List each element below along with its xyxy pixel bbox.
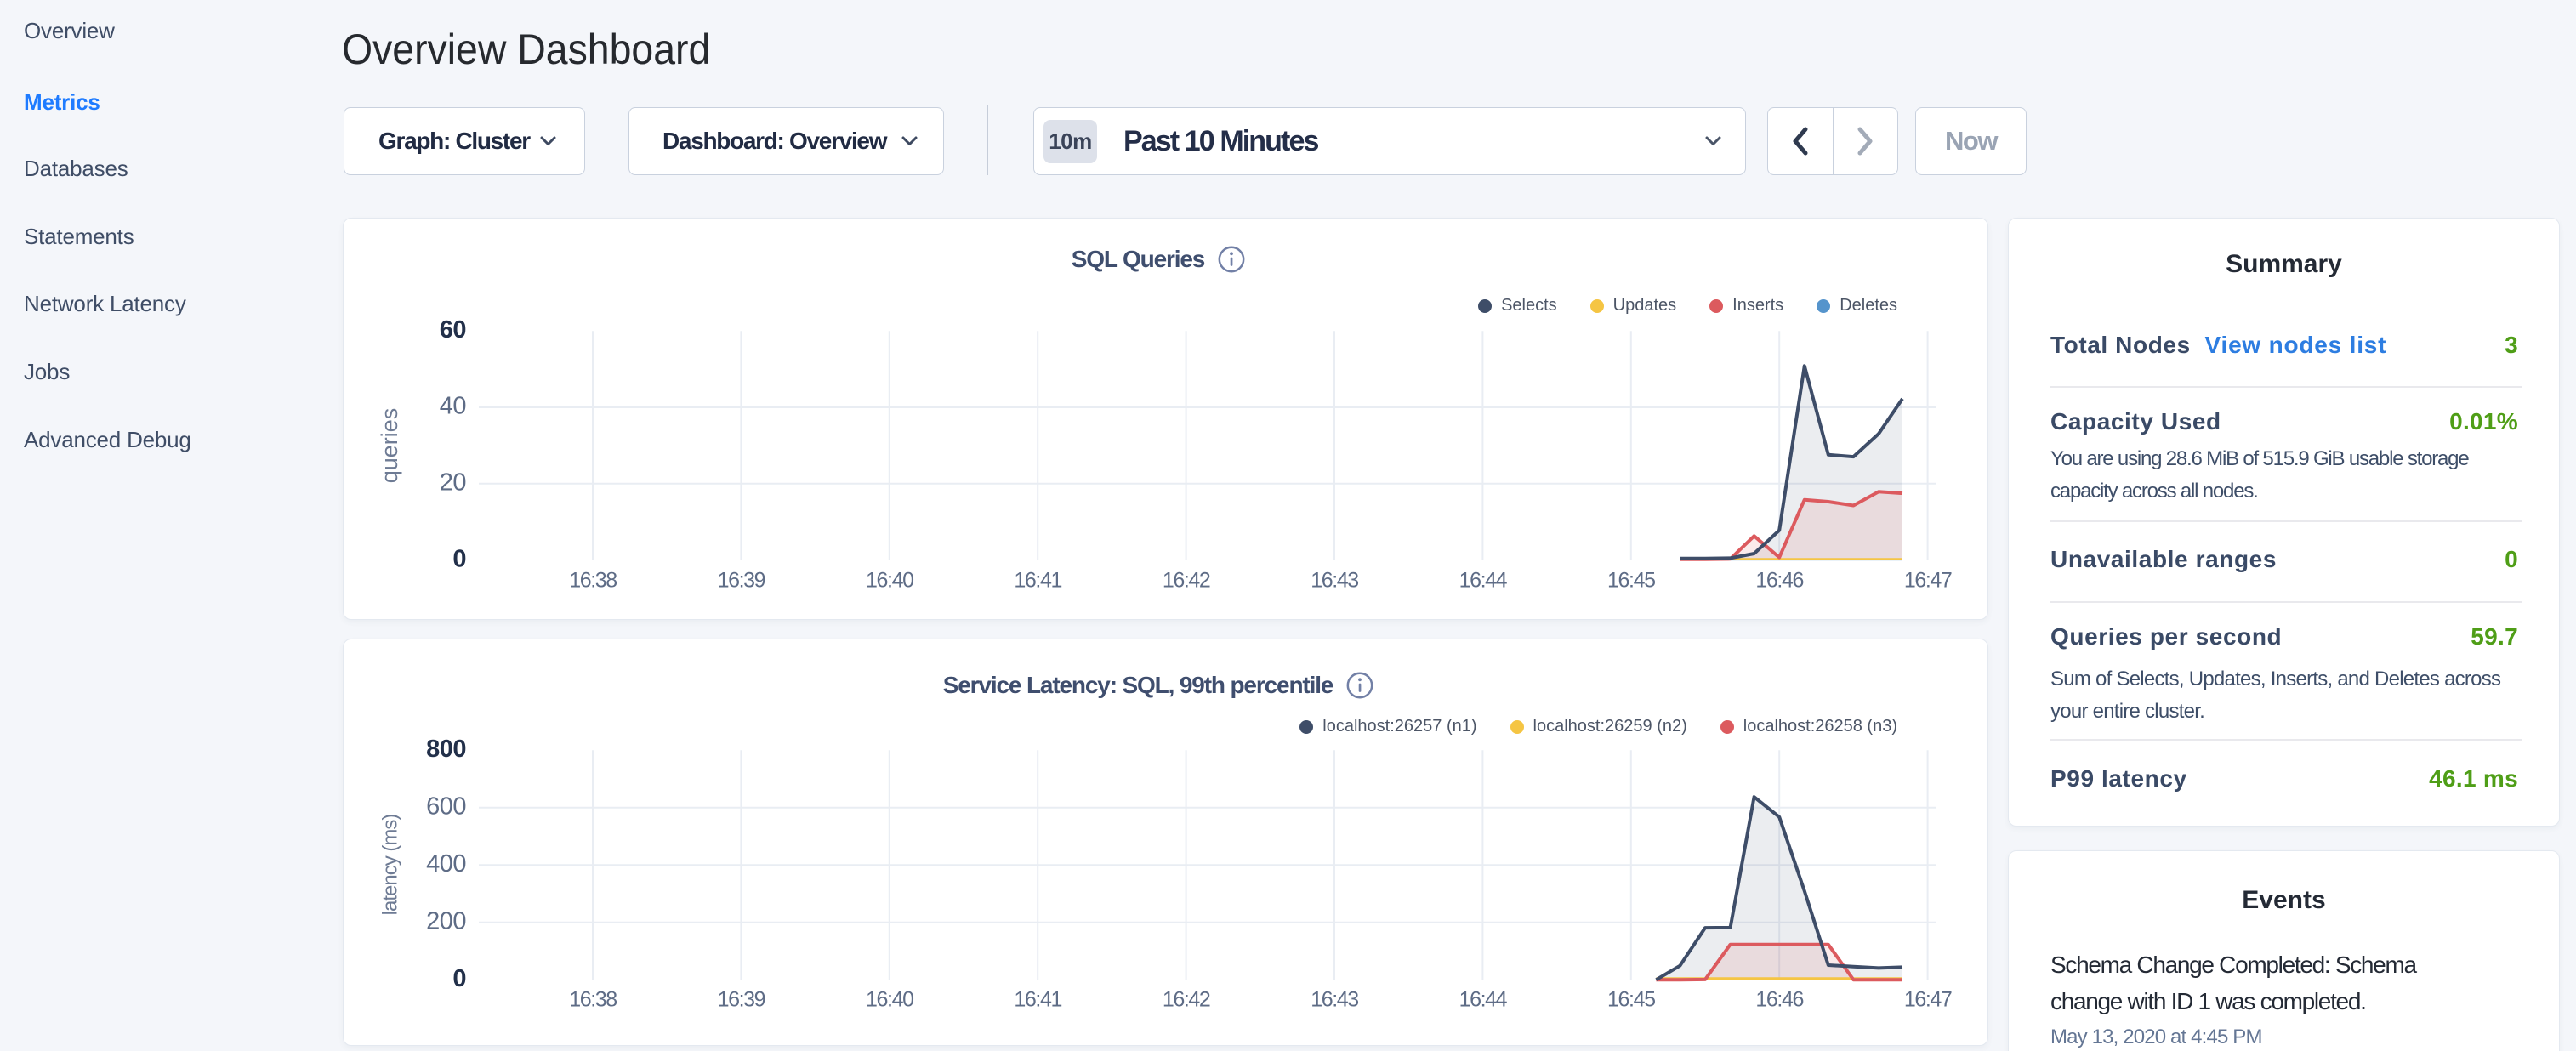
svg-text:16:41: 16:41 bbox=[1014, 988, 1061, 1012]
svg-text:0: 0 bbox=[452, 545, 466, 572]
svg-text:16:38: 16:38 bbox=[569, 569, 617, 593]
svg-text:400: 400 bbox=[426, 850, 466, 878]
svg-text:600: 600 bbox=[426, 793, 466, 820]
svg-text:16:42: 16:42 bbox=[1163, 988, 1210, 1012]
svg-text:0: 0 bbox=[452, 965, 466, 992]
svg-text:16:44: 16:44 bbox=[1459, 569, 1508, 593]
svg-text:queries: queries bbox=[377, 408, 402, 484]
svg-text:16:39: 16:39 bbox=[718, 569, 765, 593]
svg-text:16:45: 16:45 bbox=[1607, 569, 1655, 593]
svg-text:16:46: 16:46 bbox=[1755, 569, 1803, 593]
svg-text:20: 20 bbox=[440, 469, 466, 496]
svg-text:16:45: 16:45 bbox=[1607, 988, 1655, 1012]
svg-text:16:42: 16:42 bbox=[1163, 569, 1210, 593]
svg-text:16:40: 16:40 bbox=[866, 988, 913, 1012]
svg-text:16:39: 16:39 bbox=[718, 988, 765, 1012]
svg-text:800: 800 bbox=[426, 736, 466, 763]
svg-text:16:46: 16:46 bbox=[1755, 988, 1803, 1012]
svg-text:16:38: 16:38 bbox=[569, 988, 617, 1012]
svg-text:16:47: 16:47 bbox=[1904, 988, 1952, 1012]
svg-text:16:44: 16:44 bbox=[1459, 988, 1508, 1012]
svg-text:16:47: 16:47 bbox=[1904, 569, 1952, 593]
svg-text:40: 40 bbox=[440, 393, 466, 420]
svg-text:16:40: 16:40 bbox=[866, 569, 913, 593]
svg-text:16:41: 16:41 bbox=[1014, 569, 1061, 593]
svg-text:16:43: 16:43 bbox=[1311, 569, 1358, 593]
svg-text:60: 60 bbox=[440, 316, 466, 344]
svg-text:latency (ms): latency (ms) bbox=[378, 815, 401, 916]
svg-text:200: 200 bbox=[426, 907, 466, 935]
svg-text:16:43: 16:43 bbox=[1311, 988, 1358, 1012]
